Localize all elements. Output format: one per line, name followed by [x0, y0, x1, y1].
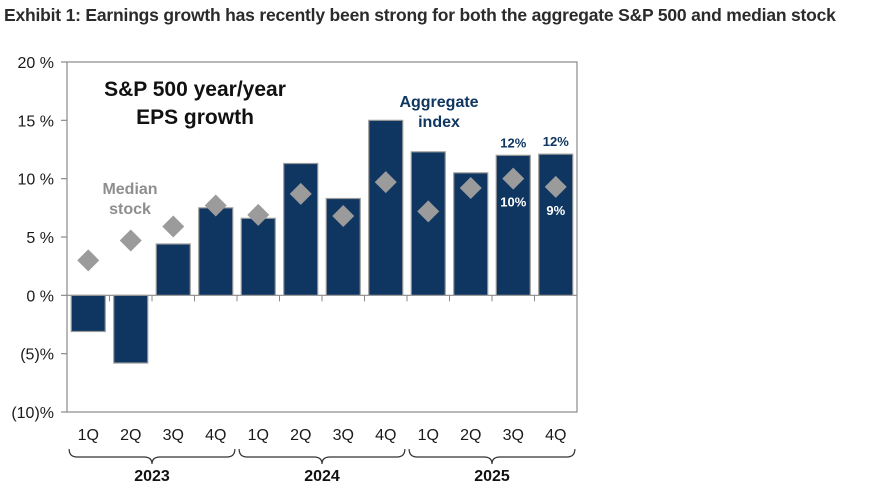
year-label: 2023 [134, 468, 170, 485]
median-stock-annotation-line-2: stock [109, 201, 151, 218]
marker-median [459, 177, 482, 199]
marker-median [289, 182, 312, 205]
year-label: 2025 [474, 468, 510, 485]
bar-aggregate [368, 119, 404, 296]
marker-median [502, 167, 525, 190]
x-tick-label: 2Q [290, 427, 311, 444]
marker-median [247, 203, 270, 226]
chart-title-line-1: S&P 500 year/year [104, 78, 286, 101]
bar-aggregate [70, 294, 106, 333]
x-tick-label: 2Q [460, 427, 481, 444]
markers-median [77, 167, 567, 272]
x-tick-label: 4Q [375, 427, 396, 444]
aggregate-index-annotation-line-1: Aggregate [399, 94, 478, 111]
bar-aggregate [198, 207, 234, 296]
x-tick-label: 1Q [248, 427, 269, 444]
marker-median [544, 175, 567, 198]
x-tick-label: 4Q [205, 427, 226, 444]
aggregate-index-annotation-line-2: index [418, 114, 460, 131]
x-tick-label: 1Q [418, 427, 439, 444]
x-tick-label: 3Q [163, 427, 184, 444]
marker-median [119, 229, 142, 252]
x-tick-label: 3Q [503, 427, 524, 444]
marker-median [417, 200, 440, 223]
bars-aggregate [70, 119, 574, 364]
marker-median [162, 215, 185, 238]
bar-aggregate [410, 151, 446, 296]
chart-title-line-2: EPS growth [136, 106, 254, 129]
y-tick-label: 15 % [18, 113, 54, 130]
axes: 20 % 15 % 10 % 5 % 0 % (5)% (10)% 1Q 2Q 3Q 4Q 1Q 2Q 3… [11, 55, 578, 485]
bar-aggregate [155, 243, 191, 296]
year-brace [68, 448, 236, 465]
marker-median [77, 249, 100, 272]
marker-median [332, 205, 355, 227]
x-tick-label: 2Q [120, 427, 141, 444]
y-tick-label: (10)% [11, 405, 54, 422]
median-stock-annotation-line-1: Median [102, 181, 157, 198]
y-tick-label: 0 % [26, 288, 54, 305]
data-label-median: 10% [500, 195, 526, 210]
bar-aggregate [113, 294, 149, 364]
data-label-aggregate: 12% [543, 134, 569, 149]
data-label-median: 9% [546, 203, 565, 218]
x-tick-label: 1Q [78, 427, 99, 444]
y-tick-label: 20 % [18, 55, 54, 72]
data-label-aggregate: 12% [500, 135, 526, 150]
marker-median [374, 171, 397, 194]
y-tick-label: 5 % [26, 230, 54, 247]
labels: 12% 12% 10% 9% [500, 134, 569, 218]
year-label: 2024 [304, 468, 340, 485]
year-brace [238, 448, 406, 465]
year-brace [408, 448, 576, 465]
y-tick-label: (5)% [20, 347, 54, 364]
x-tick-label: 3Q [333, 427, 354, 444]
bar-aggregate [538, 153, 574, 296]
y-tick-label: 10 % [18, 172, 54, 189]
exhibit-title: Exhibit 1: Earnings growth has recently … [4, 5, 836, 25]
bar-aggregate [240, 217, 276, 296]
x-tick-label: 4Q [545, 427, 566, 444]
marker-median [204, 194, 227, 217]
